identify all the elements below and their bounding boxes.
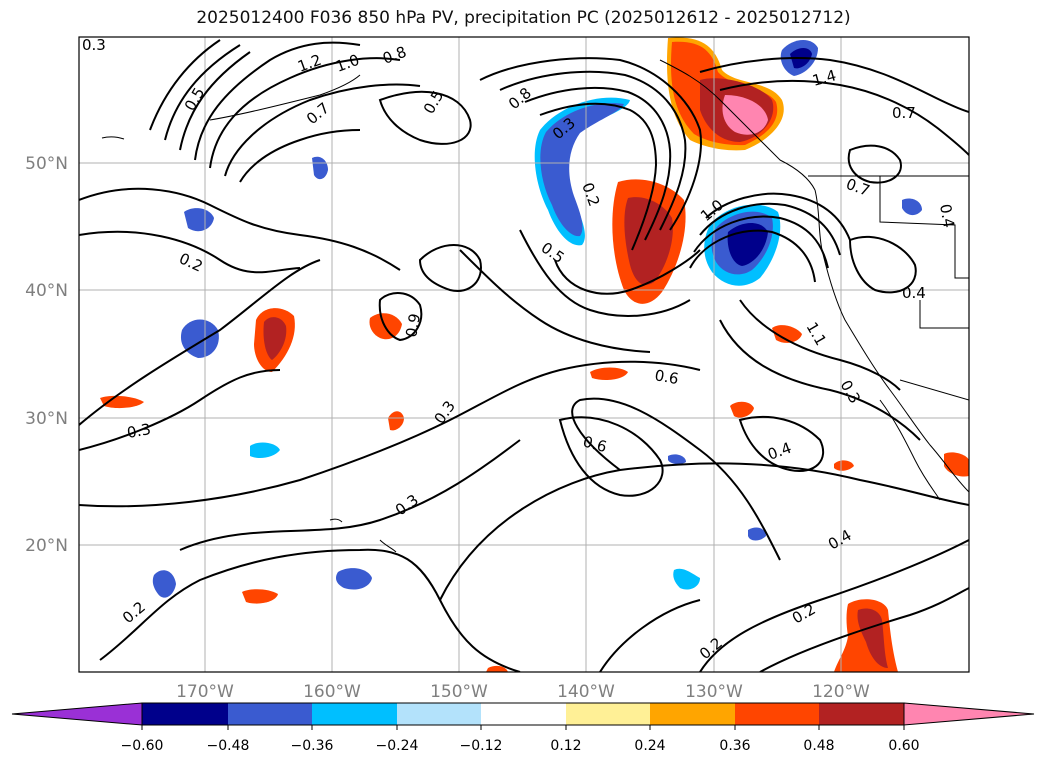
- precip-negative-blob: [673, 568, 700, 590]
- precip-positive-blob: [242, 589, 278, 604]
- precip-negative-blob: [152, 570, 176, 598]
- map-frame: [78, 36, 970, 673]
- colorbar-tick-label: 0.36: [719, 738, 750, 754]
- lon-label: 140°W: [557, 682, 615, 702]
- contour-label: 0.7: [892, 104, 916, 122]
- precip-negative-blob: [748, 527, 766, 541]
- precip-shading: [100, 37, 969, 672]
- lon-label: 120°W: [812, 682, 870, 702]
- lat-label: 30°N: [25, 409, 68, 429]
- lon-labels: 170°W 160°W 150°W 140°W 130°W 120°W: [176, 682, 870, 702]
- pv-contours: [79, 39, 969, 672]
- colorbar-tick-label: −0.60: [121, 738, 164, 754]
- colorbar-tick-label: −0.24: [376, 738, 419, 754]
- colorbar-segment: [735, 703, 819, 725]
- precip-positive-blob: [722, 95, 768, 135]
- colorbar-extend-high: [903, 702, 1035, 726]
- precip-negative-blob: [336, 568, 372, 590]
- colorbar-segment: [650, 703, 735, 725]
- contour-label: 0.4: [902, 284, 926, 302]
- lon-label: 150°W: [430, 682, 488, 702]
- precip-positive-blob: [834, 460, 854, 471]
- colorbar-frame: [141, 702, 905, 726]
- contour-label: 0.4: [936, 203, 958, 230]
- precip-negative-blob: [668, 454, 686, 465]
- lon-label: 170°W: [176, 682, 234, 702]
- lon-label: 130°W: [685, 682, 743, 702]
- contour-label: 1.4: [810, 66, 838, 90]
- precip-negative-blob: [184, 208, 214, 232]
- colorbar-segment: [397, 703, 481, 725]
- colorbar-tick-label: 0.48: [803, 738, 834, 754]
- contour-label: 0.3: [126, 420, 153, 442]
- colorbar-extend-low: [11, 702, 143, 726]
- colorbar-tick-label: 0.60: [888, 738, 919, 754]
- map-gridlines: [79, 37, 969, 672]
- colorbar-tick-label: −0.36: [291, 738, 334, 754]
- contour-label: 0.9: [402, 312, 424, 339]
- chart-title: 2025012400 F036 850 hPa PV, precipitatio…: [196, 8, 851, 28]
- colorbar: −0.60 −0.48 −0.36 −0.24 −0.12 0.12 0.24 …: [11, 702, 1035, 754]
- precip-positive-blob: [730, 401, 754, 418]
- colorbar-tick-label: 0.12: [550, 738, 581, 754]
- colorbar-tick-label: 0.24: [634, 738, 665, 754]
- precip-negative-blob: [540, 103, 624, 237]
- colorbar-ticks: [141, 725, 905, 730]
- colorbar-segment: [312, 703, 397, 725]
- map-background: [79, 37, 969, 672]
- contour-label: 0.6: [581, 432, 609, 456]
- lat-label: 40°N: [25, 281, 68, 301]
- precip-positive-blob: [772, 325, 802, 343]
- precip-positive-blob: [486, 665, 508, 672]
- colorbar-tick-label: −0.48: [207, 738, 250, 754]
- colorbar-segment: [142, 703, 228, 725]
- colorbar-segment: [566, 703, 650, 725]
- precip-positive-blob: [590, 367, 628, 380]
- colorbar-segment: [481, 703, 566, 725]
- precip-positive-blob: [263, 317, 287, 360]
- precip-negative-blob: [902, 198, 922, 216]
- lat-labels: 50°N 40°N 30°N 20°N: [25, 154, 68, 556]
- lat-label: 20°N: [25, 536, 68, 556]
- lon-label: 160°W: [303, 682, 361, 702]
- precip-negative-blob: [250, 442, 280, 458]
- contour-label: 0.3: [82, 36, 106, 54]
- precip-negative-blob: [312, 156, 328, 180]
- colorbar-tick-label: −0.12: [460, 738, 503, 754]
- precip-positive-blob: [624, 197, 673, 285]
- lat-label: 50°N: [25, 154, 68, 174]
- colorbar-segment: [228, 703, 312, 725]
- colorbar-segment: [819, 703, 904, 725]
- contour-label: 0.6: [653, 366, 680, 388]
- precip-positive-blob: [388, 411, 404, 431]
